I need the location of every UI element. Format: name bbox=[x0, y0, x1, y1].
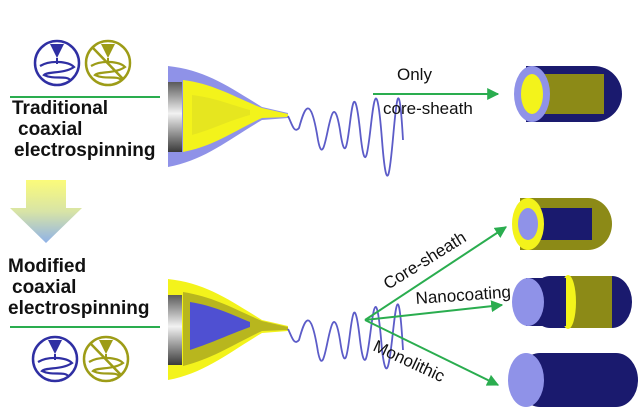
label-monolithic: Monolithic bbox=[370, 336, 448, 386]
title-modified: Modified coaxial electrospinning bbox=[8, 256, 150, 319]
fiber-monolithic bbox=[508, 353, 638, 407]
down-arrow bbox=[10, 180, 82, 243]
jet-traditional bbox=[287, 97, 404, 177]
spinneret-prohibited-yellow-icon-top bbox=[84, 39, 132, 87]
fiber-core-sheath-modified bbox=[512, 198, 612, 250]
jet-modified bbox=[287, 303, 404, 370]
fiber-nanocoating bbox=[512, 275, 632, 329]
title-traditional: Traditional coaxial electrospinning bbox=[12, 98, 156, 161]
spinneret-blue-icon-top bbox=[33, 39, 81, 87]
label-only: Only bbox=[397, 65, 432, 84]
spinneret-traditional bbox=[168, 66, 404, 177]
spinneret-blue-icon-bottom bbox=[31, 335, 79, 383]
arrow-monolithic bbox=[364, 319, 500, 386]
label-core-sheath-traditional: core-sheath bbox=[383, 99, 473, 118]
arrow-core-sheath bbox=[364, 226, 508, 321]
spinneret-modified bbox=[168, 279, 404, 380]
label-nanocoating: Nanocoating bbox=[415, 282, 512, 308]
fiber-core-sheath-traditional bbox=[514, 66, 622, 122]
spinneret-prohibited-yellow-icon-bottom bbox=[82, 335, 130, 383]
arrow-nanocoating bbox=[364, 300, 504, 321]
